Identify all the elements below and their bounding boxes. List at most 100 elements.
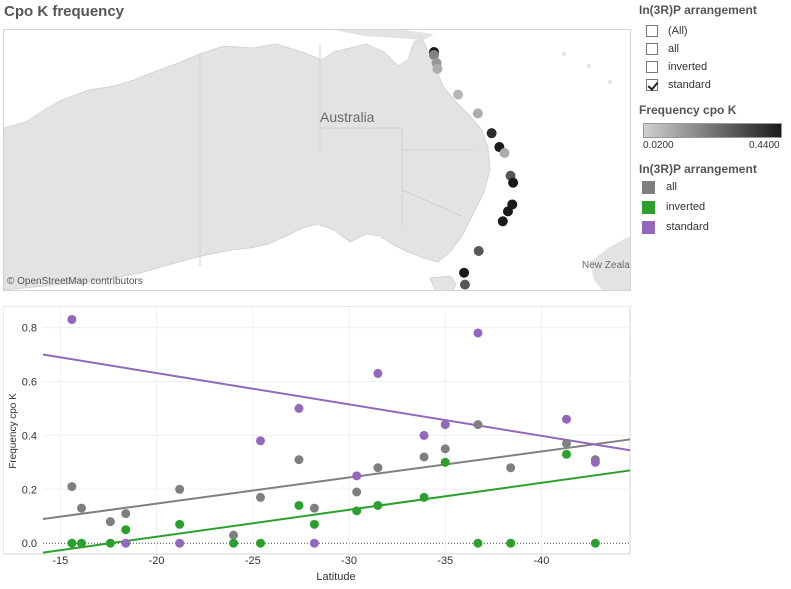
filter-option-label: (All): [668, 25, 688, 37]
data-point-all[interactable]: [67, 482, 77, 492]
data-point-standard[interactable]: [352, 471, 362, 481]
data-point-inverted[interactable]: [506, 538, 516, 548]
checkbox-checked[interactable]: [646, 79, 658, 91]
data-point-inverted[interactable]: [590, 538, 600, 548]
filter-option-all-paren[interactable]: (All): [646, 23, 688, 39]
filter-option-standard[interactable]: standard: [646, 77, 711, 93]
x-tick-label: -20: [149, 555, 165, 567]
trend-line-all: [42, 438, 631, 520]
x-tick-labels: -15 -20 -25 -30 -35 -40: [52, 555, 549, 567]
legend-swatch: [642, 220, 655, 234]
data-point-inverted[interactable]: [229, 538, 239, 548]
x-tick-label: -15: [52, 555, 68, 567]
map-view[interactable]: Australia New Zeala © OpenStreetMap cont…: [3, 29, 631, 291]
data-point-standard[interactable]: [590, 457, 600, 467]
data-point-standard[interactable]: [294, 403, 304, 413]
checkbox[interactable]: [646, 61, 658, 73]
data-point-inverted[interactable]: [255, 538, 265, 548]
plot-frame: [2, 305, 631, 555]
data-point-inverted[interactable]: [309, 519, 319, 529]
checkbox[interactable]: [646, 25, 658, 37]
x-axis-label: Latitude: [316, 571, 355, 583]
legend-label: standard: [666, 221, 709, 233]
data-point-all[interactable]: [294, 455, 304, 465]
map-point[interactable]: [502, 206, 513, 217]
map-point[interactable]: [459, 267, 470, 278]
page-title: Cpo K frequency: [4, 3, 125, 20]
data-point-all[interactable]: [121, 509, 131, 519]
legend-item-all[interactable]: all: [642, 180, 677, 194]
data-point-all[interactable]: [352, 487, 362, 497]
grid-layer: [43, 306, 630, 554]
data-point-standard[interactable]: [121, 538, 131, 548]
trend-line-standard: [42, 353, 631, 452]
data-point-standard[interactable]: [473, 328, 483, 338]
trend-line-inverted: [42, 469, 631, 554]
map-point[interactable]: [508, 177, 519, 188]
data-point-all[interactable]: [373, 463, 383, 473]
data-point-inverted[interactable]: [175, 519, 185, 529]
data-point-standard[interactable]: [175, 538, 185, 548]
data-point-all[interactable]: [440, 444, 450, 454]
map-point[interactable]: [453, 89, 464, 100]
data-point-inverted[interactable]: [121, 525, 131, 535]
data-point-inverted[interactable]: [561, 449, 571, 459]
data-point-inverted[interactable]: [473, 538, 483, 548]
data-point-standard[interactable]: [440, 420, 450, 430]
data-point-standard[interactable]: [309, 538, 319, 548]
filter-option-inverted[interactable]: inverted: [646, 59, 707, 75]
data-point-inverted[interactable]: [373, 500, 383, 510]
legend-label: all: [666, 181, 678, 193]
color-legend-title: Frequency cpo K: [639, 103, 737, 117]
map-point[interactable]: [429, 49, 439, 60]
color-legend-max: 0.4400: [749, 140, 780, 151]
island: [562, 52, 566, 56]
data-point-all[interactable]: [255, 492, 265, 502]
y-axis-label: Frequency cpo K: [8, 393, 19, 469]
data-point-standard[interactable]: [373, 368, 383, 378]
map-point[interactable]: [486, 128, 497, 139]
data-point-standard[interactable]: [561, 414, 571, 424]
data-point-all[interactable]: [419, 452, 429, 462]
map-attribution[interactable]: © OpenStreetMap contributors: [7, 276, 143, 287]
data-point-all[interactable]: [309, 503, 319, 513]
data-point-standard[interactable]: [67, 314, 77, 324]
data-point-all[interactable]: [229, 530, 239, 540]
data-point-inverted[interactable]: [352, 506, 362, 516]
data-point-all[interactable]: [473, 420, 483, 430]
data-point-all[interactable]: [105, 517, 115, 527]
map-point[interactable]: [497, 216, 508, 227]
filter-option-label: standard: [668, 79, 711, 91]
data-points[interactable]: [67, 314, 600, 548]
data-point-all[interactable]: [76, 503, 86, 513]
data-point-all[interactable]: [561, 438, 571, 448]
map-canvas[interactable]: Australia New Zeala: [4, 30, 630, 290]
scatter-chart[interactable]: 0.0 0.2 0.4 0.6 0.8 -15 -20 -25 -30 -35 -40 Frequ…: [2, 305, 631, 589]
x-tick-label: -30: [341, 555, 357, 567]
y-tick-label: 0.2: [22, 484, 37, 496]
data-point-inverted[interactable]: [67, 538, 77, 548]
map-point[interactable]: [472, 108, 483, 119]
map-point[interactable]: [459, 279, 470, 290]
data-point-inverted[interactable]: [419, 492, 429, 502]
legend-item-inverted[interactable]: inverted: [642, 200, 705, 214]
data-point-inverted[interactable]: [294, 500, 304, 510]
filter-option-all[interactable]: all: [646, 41, 679, 57]
legend-swatch: [642, 180, 655, 194]
checkbox[interactable]: [646, 43, 658, 55]
map-point[interactable]: [499, 147, 510, 158]
scatter-chart-svg[interactable]: 0.0 0.2 0.4 0.6 0.8 -15 -20 -25 -30 -35 -40 Frequ…: [2, 305, 631, 589]
island: [608, 80, 612, 84]
data-point-all[interactable]: [506, 463, 516, 473]
data-point-inverted[interactable]: [76, 538, 86, 548]
data-point-inverted[interactable]: [440, 457, 450, 467]
map-point[interactable]: [432, 63, 443, 74]
color-legend-min: 0.0200: [643, 140, 674, 151]
data-point-inverted[interactable]: [105, 538, 115, 548]
legend-item-standard[interactable]: standard: [642, 220, 709, 234]
australia-landmass: [4, 37, 491, 290]
map-point[interactable]: [473, 245, 484, 256]
data-point-standard[interactable]: [419, 430, 429, 440]
data-point-standard[interactable]: [255, 436, 265, 446]
data-point-all[interactable]: [175, 484, 185, 494]
